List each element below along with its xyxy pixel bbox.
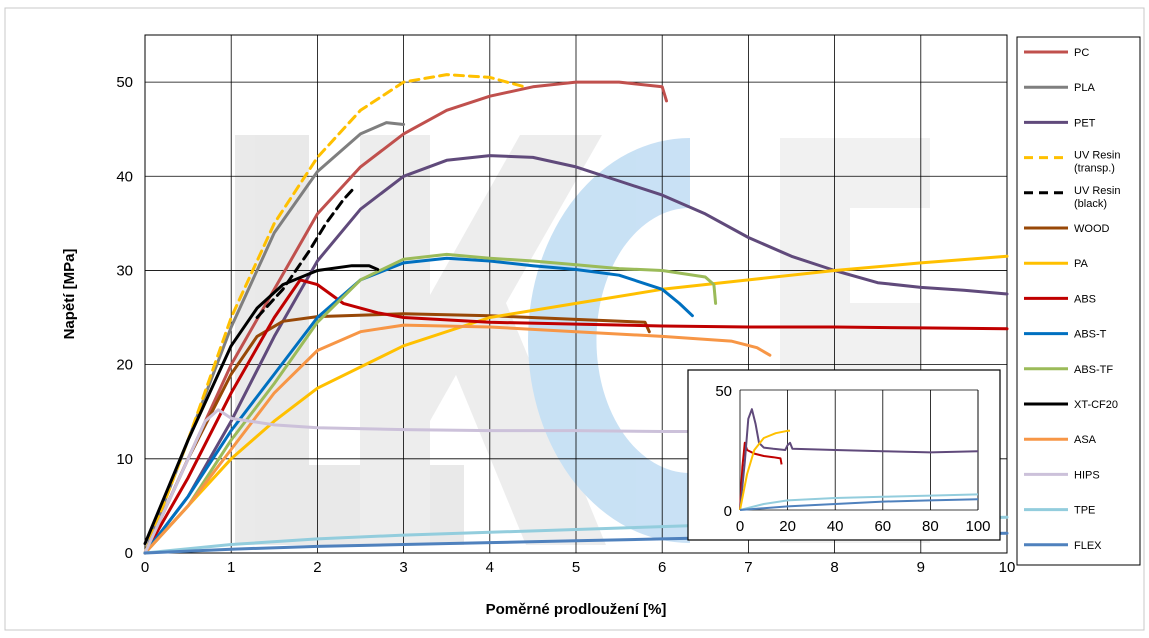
legend-label: UV Resin (black) xyxy=(1074,185,1120,210)
legend-item-wood: WOOD xyxy=(1024,223,1109,235)
legend-item-xt-cf20: XT-CF20 xyxy=(1024,399,1118,411)
inset-tick-labels: 0 20 40 60 80 100 0 50 xyxy=(715,383,990,535)
y-tick-label: 50 xyxy=(116,74,133,91)
x-axis-title: Poměrné prodloužení [%] xyxy=(486,601,667,618)
inset-series-2 xyxy=(739,429,790,511)
series-pet xyxy=(143,154,1009,555)
x-tick-label: 2 xyxy=(313,559,321,576)
inset-series-1 xyxy=(739,408,979,511)
series-asa xyxy=(143,323,772,555)
legend-label: ABS-T xyxy=(1074,329,1107,341)
inset-x-tick-label: 60 xyxy=(874,518,891,535)
y-tick-label: 10 xyxy=(116,451,133,468)
series-pa xyxy=(143,254,1009,555)
legend-item-pa: PA xyxy=(1024,258,1089,270)
legend-item-pla: PLA xyxy=(1024,82,1095,94)
legend-label: HIPS xyxy=(1074,469,1100,481)
y-tick-label: 0 xyxy=(125,545,133,562)
legend-label: ABS xyxy=(1074,293,1096,305)
y-tick-label: 30 xyxy=(116,262,133,279)
inset-grid xyxy=(739,389,979,511)
legend-item-flex: FLEX xyxy=(1024,540,1102,552)
legend-label: PLA xyxy=(1074,82,1095,94)
inset-x-tick-label: 40 xyxy=(827,518,844,535)
x-tick-label: 7 xyxy=(744,559,752,576)
y-tick-label: 20 xyxy=(116,357,133,374)
legend-label: WOOD xyxy=(1074,223,1109,235)
legend-item-hips: HIPS xyxy=(1024,469,1100,481)
legend-item-abs-t: ABS-T xyxy=(1024,329,1107,341)
legend-item-asa: ASA xyxy=(1024,434,1097,446)
inset-series-4 xyxy=(739,498,979,511)
legend-item-pet: PET xyxy=(1024,117,1096,129)
series-uv-resin-transp xyxy=(143,73,526,555)
legend-item-abs-tf: ABS-TF xyxy=(1024,364,1113,376)
legend-frame xyxy=(1016,36,1141,566)
x-tick-label: 0 xyxy=(141,559,149,576)
series-pc xyxy=(143,80,668,555)
inset-y-tick-label: 50 xyxy=(715,383,732,400)
series-abs-t xyxy=(143,256,694,555)
series-uv-resin-black xyxy=(255,188,354,319)
legend-label: PA xyxy=(1074,258,1089,270)
legend-label: ASA xyxy=(1074,434,1097,446)
series-abs xyxy=(143,278,1009,555)
legend-label: TPE xyxy=(1074,505,1095,517)
legend: PC PLA PET UV Resin (transp.) UV Resin (black)… xyxy=(1016,36,1141,566)
x-tick-label: 8 xyxy=(830,559,838,576)
series-hips xyxy=(143,408,733,555)
x-tick-label: 4 xyxy=(486,559,494,576)
x-tick-label: 10 xyxy=(999,559,1016,576)
legend-item-pc: PC xyxy=(1024,47,1089,59)
x-tick-label: 6 xyxy=(658,559,666,576)
inset-frame xyxy=(687,369,1001,541)
inset-x-tick-label: 20 xyxy=(779,518,796,535)
inset-x-tick-label: 80 xyxy=(922,518,939,535)
inset-chart: 0 20 40 60 80 100 0 50 xyxy=(687,369,1001,541)
inset-x-tick-label: 100 xyxy=(965,518,990,535)
inset-x-tick-label: 0 xyxy=(736,518,744,535)
series-abs-tf xyxy=(143,252,718,555)
x-tick-label: 5 xyxy=(572,559,580,576)
legend-label: PC xyxy=(1074,47,1089,59)
legend-label: FLEX xyxy=(1074,540,1102,552)
inset-series-0 xyxy=(739,441,783,511)
inset-series-3 xyxy=(739,493,979,511)
legend-item-uv-resin-black: UV Resin (black) xyxy=(1024,185,1120,210)
inset-y-tick-label: 0 xyxy=(724,503,732,520)
legend-label: ABS-TF xyxy=(1074,364,1113,376)
legend-item-uv-resin-transp: UV Resin (transp.) xyxy=(1024,150,1120,175)
legend-item-tpe: TPE xyxy=(1024,505,1095,517)
legend-label: UV Resin (transp.) xyxy=(1074,150,1120,175)
legend-label: PET xyxy=(1074,117,1096,129)
x-tick-label: 1 xyxy=(227,559,235,576)
inset-series xyxy=(739,408,979,511)
legend-label: XT-CF20 xyxy=(1074,399,1118,411)
legend-item-abs: ABS xyxy=(1024,293,1096,305)
y-axis-title: Napětí [MPa] xyxy=(61,249,78,340)
x-tick-label: 3 xyxy=(399,559,407,576)
y-tick-label: 40 xyxy=(116,168,133,185)
x-tick-label: 9 xyxy=(917,559,925,576)
series-xt-cf20 xyxy=(143,264,380,546)
